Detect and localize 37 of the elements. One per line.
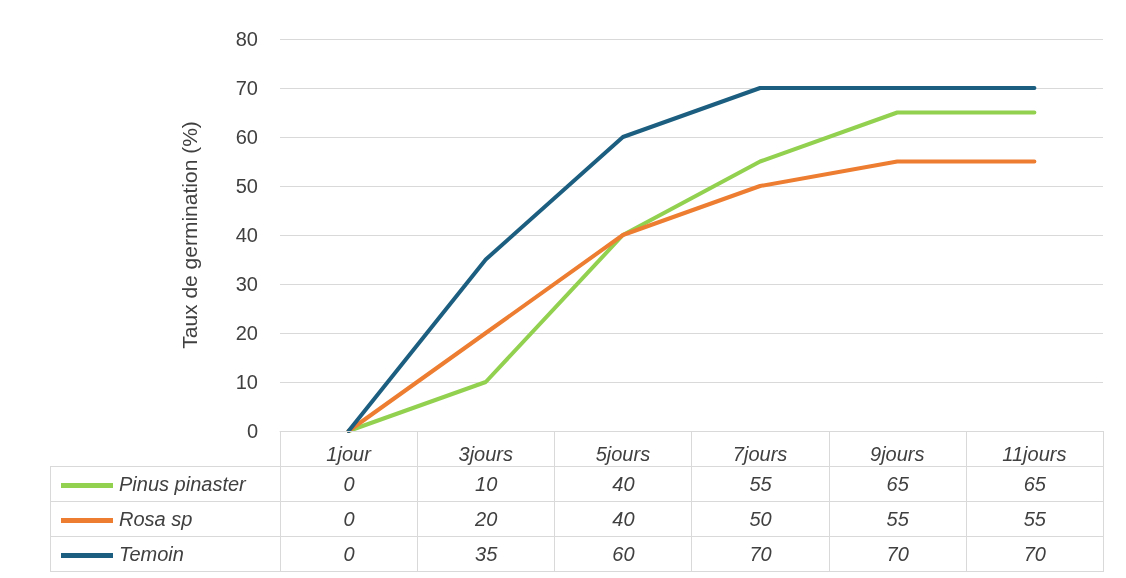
x-tick-label: 7jours <box>732 443 788 465</box>
y-tick-label: 30 <box>235 273 258 295</box>
data-label: 0 <box>280 536 418 572</box>
data-label: 65 <box>829 466 967 502</box>
x-tick-label: 9jours <box>870 443 925 465</box>
x-tick-label: 1jour <box>326 443 373 465</box>
data-label: 65 <box>966 466 1104 502</box>
data-label: 0 <box>280 466 418 502</box>
legend-label: Rosa sp <box>50 501 281 537</box>
data-label: 10 <box>417 466 555 502</box>
x-tick-label: 5jours <box>595 443 651 465</box>
legend-label: Pinus pinaster <box>50 466 281 502</box>
y-tick-label: 10 <box>235 371 258 393</box>
y-tick-label: 20 <box>235 322 258 344</box>
y-tick-label: 80 <box>235 28 258 50</box>
data-label: 55 <box>966 501 1104 537</box>
data-label: 60 <box>554 536 692 572</box>
data-label: 40 <box>554 466 692 502</box>
y-tick-label: 0 <box>246 420 258 442</box>
data-label: 40 <box>554 501 692 537</box>
y-tick-label: 60 <box>235 126 258 148</box>
x-tick-label: 3jours <box>458 443 513 465</box>
data-label: 70 <box>691 536 830 572</box>
y-tick-label: 40 <box>235 224 258 246</box>
data-label: 55 <box>691 466 830 502</box>
y-tick-label: 70 <box>235 77 258 99</box>
y-tick-label: 50 <box>235 175 258 197</box>
y-axis-title: Taux de germination (%) <box>178 121 201 349</box>
data-label: 35 <box>417 536 555 572</box>
x-tick-label: 11jours <box>1002 443 1067 465</box>
data-label: 70 <box>966 536 1104 572</box>
data-label: 20 <box>417 501 555 537</box>
legend-label: Temoin <box>50 536 281 572</box>
data-label: 70 <box>829 536 967 572</box>
data-label: 50 <box>691 501 830 537</box>
data-label: 55 <box>829 501 967 537</box>
data-label: 0 <box>280 501 418 537</box>
